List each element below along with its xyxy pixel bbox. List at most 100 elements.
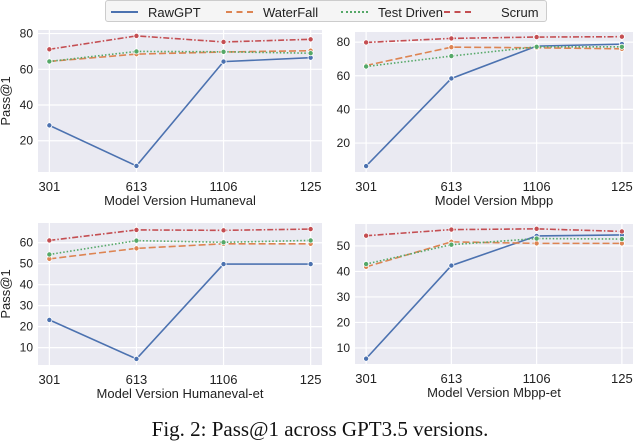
y-tick-label: 40 <box>337 102 351 116</box>
series-line-scrum <box>49 35 311 51</box>
data-point <box>220 261 227 268</box>
series-line-waterfall <box>365 46 622 67</box>
x-tick-label: 613 <box>441 371 463 386</box>
data-point <box>133 355 140 362</box>
x-tick-label: 1106 <box>523 179 551 194</box>
series-line-waterfall <box>49 49 311 63</box>
data-point <box>133 48 140 55</box>
x-tick-label: 301 <box>355 371 377 386</box>
legend-item-test-driven: Test Driven <box>341 3 443 21</box>
y-tick-label: 60 <box>337 69 351 83</box>
x-tick-label: 613 <box>126 179 148 194</box>
plot-background <box>355 32 633 172</box>
legend-label: RawGPT <box>148 4 201 20</box>
data-point <box>618 33 625 40</box>
series-line-rawgpt <box>365 234 622 360</box>
data-point <box>448 44 455 51</box>
subplot-3: 10 20 30 40 50 60 301 613 1106 125 Model Version H… <box>0 223 322 401</box>
data-point <box>133 32 140 39</box>
data-point <box>133 162 140 169</box>
series-line-rawgpt <box>49 56 311 167</box>
data-point <box>307 36 314 43</box>
data-point <box>448 75 455 82</box>
x-tick-label: 1106 <box>523 371 551 386</box>
data-point <box>363 261 370 268</box>
data-point <box>533 43 540 50</box>
x-axis-label: Model Version Humaneval <box>104 193 256 208</box>
data-point <box>307 237 314 244</box>
figure-caption: Fig. 2: Pass@1 across GPT3.5 versions. <box>151 417 489 441</box>
y-tick-label: 40 <box>20 98 34 112</box>
y-tick-label: 60 <box>20 62 34 76</box>
data-point <box>46 122 53 129</box>
series-line-waterfall <box>49 242 311 260</box>
legend-swatch <box>444 11 471 13</box>
data-point <box>46 316 53 323</box>
data-point <box>363 163 370 170</box>
x-tick-label: 301 <box>39 372 61 387</box>
x-axis-label: Model Version Humaneval-et <box>97 386 264 401</box>
y-tick-label: 40 <box>337 264 351 278</box>
subplot-2: 20 40 60 80 301 613 1106 125 Model Version Mbpp <box>337 32 633 208</box>
data-point <box>618 236 625 243</box>
y-tick-label: 50 <box>337 239 351 253</box>
data-point <box>46 46 53 53</box>
data-point <box>533 225 540 232</box>
legend-item-scrum: Scrum <box>444 3 539 21</box>
y-tick-label: 50 <box>20 257 34 271</box>
data-point <box>363 63 370 70</box>
data-point <box>307 50 314 57</box>
y-tick-label: 80 <box>337 35 351 49</box>
legend-swatch <box>111 11 138 13</box>
y-tick-label: 20 <box>337 136 351 150</box>
data-point <box>307 261 314 268</box>
series-line-waterfall <box>365 241 622 268</box>
y-tick-label: 80 <box>20 27 34 41</box>
data-point <box>220 227 227 234</box>
y-tick-label: 20 <box>20 320 34 334</box>
data-point <box>533 240 540 247</box>
subplot-4: 10 20 30 40 50 301 613 1106 125 Model Version Mbp… <box>337 224 633 400</box>
data-point <box>133 237 140 244</box>
data-point <box>533 235 540 242</box>
y-tick-label: 20 <box>337 315 351 329</box>
data-point <box>363 355 370 362</box>
x-tick-label: 1106 <box>210 179 238 194</box>
subplot-1: 20 40 60 80 301 613 1106 125 Model Version Human… <box>0 27 322 208</box>
data-point <box>46 251 53 258</box>
x-tick-label: 613 <box>441 179 463 194</box>
x-tick-label: 125 <box>611 371 633 386</box>
y-axis-label: Pass@1 <box>0 76 13 125</box>
y-tick-label: 30 <box>337 290 351 304</box>
data-point <box>133 245 140 252</box>
legend-swatch <box>341 11 368 13</box>
data-point <box>220 38 227 45</box>
data-point <box>220 48 227 55</box>
data-point <box>448 241 455 248</box>
data-point <box>618 228 625 235</box>
data-point <box>46 237 53 244</box>
x-tick-label: 125 <box>300 179 322 194</box>
series-line-rawgpt <box>49 263 311 360</box>
data-point <box>363 232 370 239</box>
data-point <box>448 262 455 269</box>
x-tick-label: 301 <box>39 179 61 194</box>
series-line-scrum <box>366 35 622 44</box>
data-point <box>533 34 540 41</box>
x-tick-label: 1106 <box>210 372 238 387</box>
x-tick-label: 125 <box>611 179 633 194</box>
series-line-rawgpt <box>365 43 622 167</box>
data-point <box>46 58 53 65</box>
y-tick-label: 60 <box>20 236 34 250</box>
data-point <box>448 53 455 60</box>
y-tick-label: 40 <box>20 278 34 292</box>
legend-label: Scrum <box>501 4 539 20</box>
y-tick-label: 10 <box>20 341 34 355</box>
data-point <box>133 226 140 233</box>
legend: RawGPT WaterFall Test Driven Scrum <box>105 0 547 22</box>
x-axis-label: Model Version Mbpp <box>435 193 554 208</box>
x-tick-label: 125 <box>300 372 322 387</box>
legend-label: WaterFall <box>263 4 319 20</box>
legend-item-rawgpt: RawGPT <box>111 3 201 21</box>
